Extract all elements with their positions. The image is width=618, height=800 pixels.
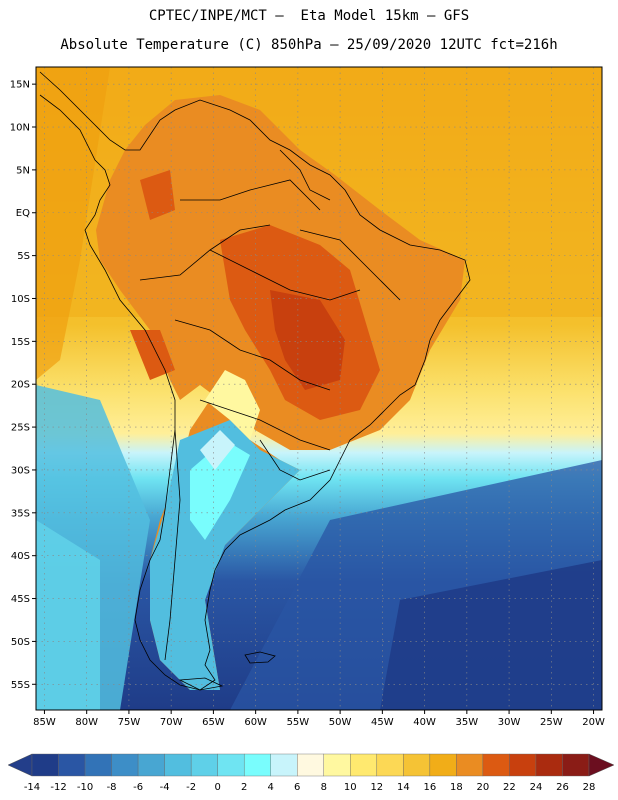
- lat-tick-label: 5S: [17, 251, 30, 262]
- lon-tick-label: 75W: [118, 717, 141, 728]
- colorbar-label: 10: [344, 782, 357, 793]
- latitude-axis: 15N 10N 5N EQ 5S 10S 15S 20S 25S 30S 35S 40S 45S 50S 5…: [10, 80, 36, 691]
- lon-tick-label: 80W: [75, 717, 98, 728]
- colorbar-swatch: [376, 753, 404, 777]
- colorbar: -14 -12 -10 -8 -6 -4 -2 0 2 4 6 8 10 12 14 16 18 20 22 24 26…: [7, 753, 615, 793]
- map-title: CPTEC/INPE/MCT – Eta Model 15km – GFS: [148, 8, 470, 24]
- falkland-islands: [244, 651, 276, 664]
- colorbar-label: 12: [370, 782, 383, 793]
- colorbar-label: 22: [503, 782, 516, 793]
- colorbar-swatch: [535, 753, 563, 777]
- lat-tick-label: 45S: [11, 594, 30, 605]
- lon-tick-label: 70W: [160, 717, 183, 728]
- colorbar-label: 20: [477, 782, 490, 793]
- colorbar-swatch: [31, 753, 59, 777]
- colorbar-swatch: [323, 753, 351, 777]
- colorbar-label: 28: [583, 782, 596, 793]
- colorbar-label: -4: [160, 782, 170, 793]
- colorbar-swatch: [403, 753, 431, 777]
- colorbar-label: 6: [294, 782, 300, 793]
- colorbar-swatch: [456, 753, 484, 777]
- colorbar-label: 8: [321, 782, 327, 793]
- map-frame: [35, 66, 603, 711]
- colorbar-label: 14: [397, 782, 410, 793]
- lon-tick-label: 55W: [287, 717, 310, 728]
- colorbar-label: 2: [241, 782, 247, 793]
- lat-tick-label: 25S: [11, 423, 30, 434]
- colorbar-swatch: [190, 753, 218, 777]
- colorbar-label: 0: [214, 782, 220, 793]
- lat-tick-label: 40S: [11, 551, 30, 562]
- colorbar-swatch: [509, 753, 537, 777]
- lon-tick-label: 40W: [413, 717, 436, 728]
- colorbar-swatch: [270, 753, 298, 777]
- lon-tick-label: 60W: [244, 717, 267, 728]
- tierra-del-fuego: [178, 677, 224, 691]
- colorbar-label: 18: [450, 782, 463, 793]
- colorbar-swatch: [562, 753, 590, 777]
- lon-tick-label: 50W: [329, 717, 352, 728]
- colorbar-swatch: [429, 753, 457, 777]
- colorbar-label: 16: [423, 782, 436, 793]
- colorbar-label: -14: [24, 782, 40, 793]
- colorbar-over-arrow: [588, 753, 615, 777]
- lon-tick-label: 20W: [582, 717, 605, 728]
- lat-tick-label: 10N: [10, 123, 30, 134]
- lon-tick-label: 85W: [33, 717, 56, 728]
- lat-tick-label: 35S: [11, 508, 30, 519]
- lat-tick-label: EQ: [16, 208, 30, 219]
- lat-tick-label: 5N: [16, 165, 30, 176]
- land-cold-area: [150, 420, 300, 690]
- colorbar-swatch: [350, 753, 378, 777]
- longitude-axis: 85W 80W 75W 70W 65W 60W 55W 50W 45W 40W 35W 30W 25W 2…: [33, 710, 605, 728]
- colorbar-label: -12: [50, 782, 66, 793]
- colorbar-swatch: [482, 753, 510, 777]
- colorbar-swatch: [164, 753, 192, 777]
- colorbar-label: 4: [268, 782, 274, 793]
- coastline: [39, 71, 471, 691]
- lat-lon-grid: [36, 67, 602, 710]
- colorbar-swatch: [111, 753, 139, 777]
- lon-tick-label: 65W: [202, 717, 225, 728]
- lat-tick-label: 30S: [11, 465, 30, 476]
- colorbar-swatch: [297, 753, 324, 777]
- colorbar-swatch: [243, 753, 271, 777]
- lat-tick-label: 10S: [11, 294, 30, 305]
- colorbar-label: -2: [186, 782, 196, 793]
- colorbar-label: -10: [77, 782, 93, 793]
- lon-tick-label: 30W: [498, 717, 521, 728]
- lon-tick-label: 45W: [371, 717, 394, 728]
- colorbar-label: -8: [107, 782, 117, 793]
- lat-tick-label: 15N: [10, 80, 30, 91]
- lat-tick-label: 50S: [11, 637, 30, 648]
- colorbar-swatch: [58, 753, 86, 777]
- colorbar-swatch: [137, 753, 165, 777]
- lat-tick-label: 20S: [11, 380, 30, 391]
- colorbar-swatch: [84, 753, 112, 777]
- lon-tick-label: 35W: [456, 717, 479, 728]
- colorbar-under-arrow: [7, 753, 33, 777]
- colorbar-label: -6: [133, 782, 143, 793]
- colorbar-label: 26: [556, 782, 569, 793]
- map-subtitle: Absolute Temperature (C) 850hPa – 25/09/…: [60, 37, 558, 53]
- lon-tick-label: 25W: [540, 717, 563, 728]
- lat-tick-label: 55S: [11, 680, 30, 691]
- colorbar-swatch: [217, 753, 245, 777]
- colorbar-label: 24: [530, 782, 543, 793]
- map-field: [36, 67, 602, 710]
- lat-tick-label: 15S: [11, 337, 30, 348]
